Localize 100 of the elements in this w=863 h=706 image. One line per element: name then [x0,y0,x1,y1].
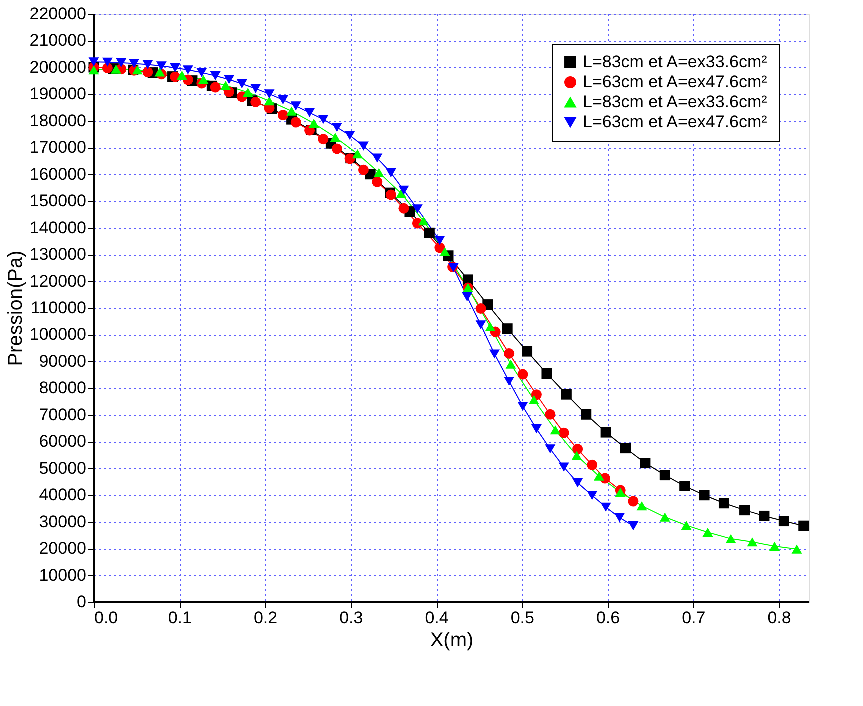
point [558,462,570,472]
legend-label: L=83cm et A=ex33.6cm² [583,92,768,112]
point [398,186,410,195]
x-tick-label: 0.5 [510,608,534,628]
point [372,154,383,163]
point [476,304,486,314]
point [485,322,496,332]
y-tick-label: 220000 [30,4,86,24]
point [352,150,363,159]
point [702,528,714,538]
point [522,346,533,357]
point [504,348,515,359]
point [358,142,369,151]
point [792,544,802,554]
point [358,164,369,176]
point [102,58,113,67]
y-tick-label: 200000 [30,58,86,77]
point [660,470,670,481]
point [680,481,690,492]
point [236,79,248,89]
point [424,228,435,238]
point [264,96,275,106]
point [154,68,166,77]
point [374,168,384,178]
point [600,502,612,512]
point [628,496,639,507]
point [224,75,235,84]
point [681,521,692,530]
y-axis-title: Pression(Pa) [4,250,27,366]
x-tick-label: 0.4 [425,608,449,628]
point [210,82,221,93]
point [264,90,275,99]
point [290,117,302,128]
point [116,58,127,68]
point [176,70,188,80]
point [278,96,288,105]
point [242,88,254,98]
point [558,428,570,438]
point [615,488,626,497]
point [740,505,750,516]
point [330,132,341,142]
point [210,71,221,81]
point [542,368,552,379]
point [572,451,582,460]
point [587,491,598,500]
y-tick-label: 50000 [39,458,86,478]
point [778,516,790,527]
point [278,110,288,121]
point [545,409,556,420]
x-tick-label: 0.6 [596,608,620,628]
point [798,520,810,532]
point [518,369,528,380]
point [170,63,181,73]
point [250,96,262,108]
point [332,144,342,154]
point [304,108,316,118]
point [372,176,383,188]
point [318,115,329,124]
x-tick-label: 0.7 [682,608,706,628]
y-tick-label: 150000 [30,192,86,211]
point [142,67,154,78]
point [572,478,584,488]
point [250,84,262,94]
legend-label: L=63cm et A=ex47.6cm² [583,72,768,92]
point [770,542,780,551]
point [504,376,515,386]
point [528,395,540,404]
y-tick-label: 140000 [30,218,86,238]
x-tick-label: 0.0 [94,608,118,628]
point [308,119,320,128]
point [502,324,513,334]
point [572,444,584,455]
point [628,522,639,531]
x-tick-label: 0.8 [768,608,792,628]
point [614,513,626,522]
point [344,131,356,140]
y-tick-label: 100000 [30,325,86,344]
point [594,472,604,481]
y-tick-label: 160000 [30,164,86,184]
point [600,427,612,438]
y-tick-label: 60000 [39,432,86,452]
y-tick-label: 40000 [39,486,86,505]
point [290,102,302,111]
point [545,444,556,454]
x-tick-label: 0.2 [254,608,278,628]
y-tick-label: 90000 [39,352,86,371]
x-tick-label: 0.1 [168,608,192,628]
point [418,216,429,226]
point [198,75,209,84]
point [132,66,143,75]
point [620,443,631,454]
point [440,247,450,256]
point [550,426,561,435]
point [412,204,423,214]
point [518,402,528,412]
point [490,350,500,359]
y-tick-label: 70000 [39,405,86,424]
point [318,134,329,145]
point [636,502,648,511]
point [386,168,396,178]
